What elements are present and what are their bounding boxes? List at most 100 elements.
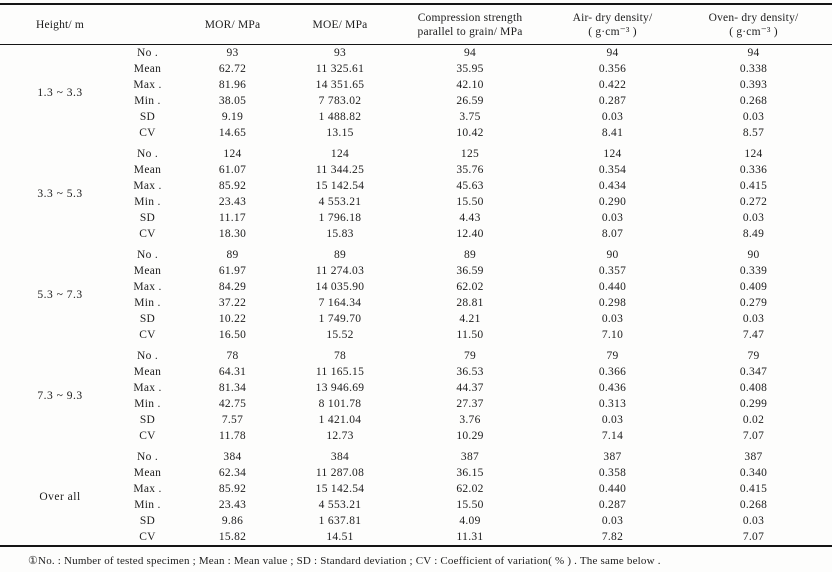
stat-label-cell: No . bbox=[136, 451, 158, 463]
value-cell-air-dry: 0.366 bbox=[598, 366, 627, 378]
col-header-line: Height/ m bbox=[35, 18, 85, 31]
value-cell-air-dry: 94 bbox=[606, 47, 619, 59]
col-header-statistic bbox=[120, 4, 175, 45]
table-row: Max . 85.92 15 142.54 45.63 0.434 0.415 bbox=[0, 178, 832, 194]
value-cell-moe: 15.52 bbox=[326, 329, 354, 341]
value-cell-moe: 1 421.04 bbox=[318, 414, 362, 426]
table-row: Min . 37.22 7 164.34 28.81 0.298 0.279 bbox=[0, 295, 832, 311]
value-cell-oven-dry: 0.03 bbox=[742, 212, 765, 224]
stat-label-cell: Min . bbox=[134, 398, 161, 410]
value-cell-compression: 89 bbox=[463, 249, 477, 261]
table-row: SD 9.86 1 637.81 4.09 0.03 0.03 bbox=[0, 513, 832, 529]
col-header-line: MOR/ MPa bbox=[204, 18, 261, 31]
value-cell-moe: 13 946.69 bbox=[315, 382, 365, 394]
table-row: Max . 81.34 13 946.69 44.37 0.436 0.408 bbox=[0, 380, 832, 396]
value-cell-compression: 4.43 bbox=[459, 212, 481, 224]
table-row: Max . 81.96 14 351.65 42.10 0.422 0.393 bbox=[0, 77, 832, 93]
col-header-line: ( g·cm⁻³ ) bbox=[588, 25, 637, 38]
value-cell-air-dry: 0.357 bbox=[598, 265, 627, 277]
stat-label-cell: Mean bbox=[133, 63, 162, 75]
table-row: Mean 64.31 11 165.15 36.53 0.366 0.347 bbox=[0, 364, 832, 380]
value-cell-air-dry: 8.07 bbox=[601, 228, 624, 240]
value-cell-mor: 62.72 bbox=[218, 63, 247, 75]
stat-label-cell: Min . bbox=[134, 95, 161, 107]
value-cell-mor: 9.86 bbox=[221, 515, 244, 527]
value-cell-mor: 18.30 bbox=[218, 228, 247, 240]
value-cell-compression: 387 bbox=[460, 451, 480, 463]
value-cell-air-dry: 79 bbox=[606, 350, 619, 362]
wood-properties-statistics-table: Height/ m MOR/ MPa MOE/ MPa Compression str… bbox=[0, 3, 832, 547]
value-cell-mor: 61.97 bbox=[218, 265, 247, 277]
value-cell-oven-dry: 94 bbox=[747, 47, 760, 59]
col-header-line: Compression strength bbox=[417, 11, 523, 24]
table-row: 7.3 ~ 9.3 No . 78 78 79 79 79 bbox=[0, 343, 832, 402]
value-cell-mor: 61.07 bbox=[218, 164, 247, 176]
value-cell-mor: 11.17 bbox=[219, 212, 246, 224]
value-cell-compression: 15.50 bbox=[456, 499, 484, 511]
stat-label-cell: Max . bbox=[133, 180, 162, 192]
value-cell-air-dry: 124 bbox=[603, 148, 622, 160]
stat-label-cell: Mean bbox=[133, 467, 162, 479]
value-cell-mor: 89 bbox=[226, 249, 239, 261]
value-cell-air-dry: 0.290 bbox=[598, 196, 627, 208]
value-cell-oven-dry: 0.03 bbox=[742, 313, 765, 325]
col-header-air-dry: Air- dry density/( g·cm⁻³ ) bbox=[550, 4, 675, 45]
value-cell-air-dry: 0.03 bbox=[601, 212, 624, 224]
value-cell-oven-dry: 0.339 bbox=[739, 265, 768, 277]
value-cell-compression: 35.95 bbox=[456, 63, 484, 75]
value-cell-mor: 9.19 bbox=[221, 111, 244, 123]
value-cell-moe: 4 553.21 bbox=[318, 196, 362, 208]
value-cell-oven-dry: 79 bbox=[747, 350, 760, 362]
stat-label-cell: Max . bbox=[133, 79, 162, 91]
value-cell-moe: 11 165.15 bbox=[315, 366, 365, 378]
value-cell-oven-dry: 0.338 bbox=[739, 63, 768, 75]
stat-label-cell: CV bbox=[139, 228, 156, 240]
height-group: 7.3 ~ 9.3 No . 78 78 79 79 79 Mean 64.31 11 165.1… bbox=[0, 343, 832, 444]
height-group: 1.3 ~ 3.3 No . 93 93 94 94 94 Mean 62.72 11 325.6… bbox=[0, 45, 832, 142]
value-cell-compression: 4.21 bbox=[459, 313, 481, 325]
value-cell-moe: 384 bbox=[330, 451, 350, 463]
value-cell-compression: 11.50 bbox=[456, 329, 484, 341]
value-cell-oven-dry: 0.02 bbox=[742, 414, 765, 426]
value-cell-moe: 78 bbox=[333, 350, 347, 362]
value-cell-air-dry: 0.354 bbox=[598, 164, 627, 176]
value-cell-oven-dry: 7.07 bbox=[742, 531, 765, 543]
value-cell-mor: 93 bbox=[226, 47, 239, 59]
value-cell-mor: 384 bbox=[223, 451, 242, 463]
value-cell-mor: 38.05 bbox=[218, 95, 247, 107]
value-cell-moe: 14.51 bbox=[326, 531, 354, 543]
value-cell-air-dry: 0.313 bbox=[598, 398, 627, 410]
value-cell-compression: 3.76 bbox=[459, 414, 481, 426]
value-cell-air-dry: 90 bbox=[606, 249, 619, 261]
value-cell-compression: 94 bbox=[463, 47, 477, 59]
value-cell-compression: 27.37 bbox=[456, 398, 484, 410]
stat-label-cell: Min . bbox=[134, 196, 161, 208]
value-cell-mor: 42.75 bbox=[218, 398, 247, 410]
stat-label-cell: Min . bbox=[134, 297, 161, 309]
value-cell-oven-dry: 0.272 bbox=[739, 196, 768, 208]
value-cell-mor: 7.57 bbox=[221, 414, 244, 426]
table-row: Mean 62.34 11 287.08 36.15 0.358 0.340 bbox=[0, 465, 832, 481]
value-cell-oven-dry: 7.07 bbox=[742, 430, 765, 442]
value-cell-oven-dry: 8.49 bbox=[742, 228, 765, 240]
value-cell-moe: 93 bbox=[333, 47, 347, 59]
stat-label-cell: Mean bbox=[133, 164, 162, 176]
value-cell-oven-dry: 0.268 bbox=[739, 95, 768, 107]
table-row: CV 18.30 15.83 12.40 8.07 8.49 bbox=[0, 226, 832, 242]
value-cell-air-dry: 0.434 bbox=[598, 180, 627, 192]
value-cell-compression: 10.29 bbox=[456, 430, 484, 442]
value-cell-compression: 15.50 bbox=[456, 196, 484, 208]
height-cell: 3.3 ~ 5.3 bbox=[37, 188, 83, 200]
value-cell-mor: 124 bbox=[223, 148, 242, 160]
value-cell-oven-dry: 0.03 bbox=[742, 515, 765, 527]
value-cell-moe: 15.83 bbox=[326, 228, 354, 240]
value-cell-moe: 11 344.25 bbox=[315, 164, 365, 176]
value-cell-oven-dry: 90 bbox=[747, 249, 760, 261]
table-row: Mean 62.72 11 325.61 35.95 0.356 0.338 bbox=[0, 61, 832, 77]
table-row: Min . 23.43 4 553.21 15.50 0.290 0.272 bbox=[0, 194, 832, 210]
stat-label-cell: No . bbox=[136, 350, 158, 362]
value-cell-air-dry: 0.287 bbox=[598, 499, 627, 511]
value-cell-mor: 85.92 bbox=[218, 483, 247, 495]
value-cell-moe: 14 035.90 bbox=[315, 281, 365, 293]
